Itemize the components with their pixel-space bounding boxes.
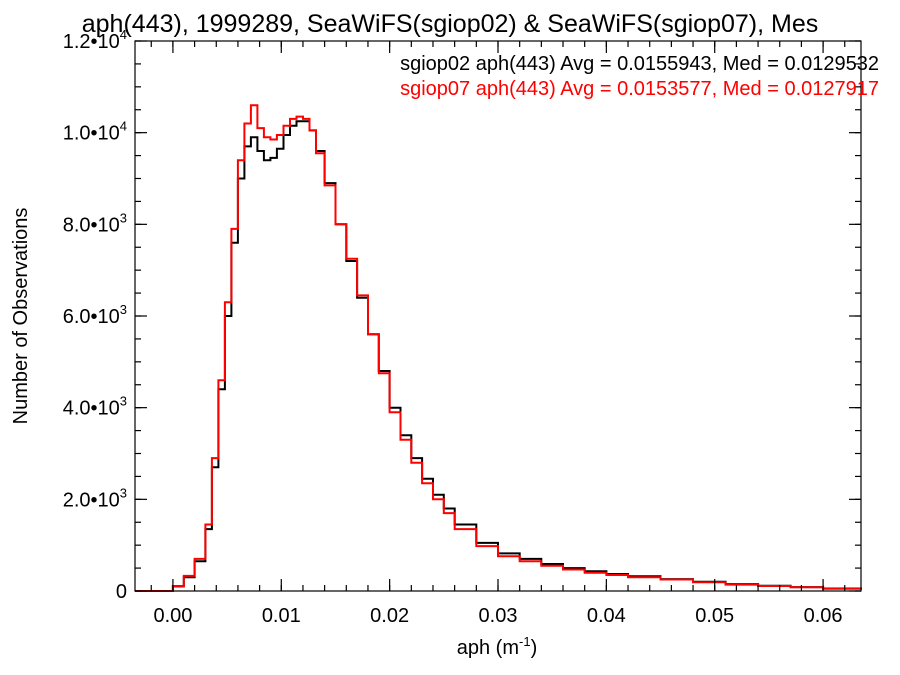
y-axis-title: Number of Observations	[10, 208, 32, 425]
x-axis: 0.00 0.01 0.02 0.03 0.04 0.05 0.06	[150, 41, 846, 627]
y-tick-label: 0	[116, 581, 127, 603]
y-tick-label: 1.0•104	[63, 119, 127, 145]
x-tick-label: 0.04	[587, 605, 626, 627]
y-tick-label: 6.0•103	[63, 302, 127, 328]
x-tick-label: 0.02	[370, 605, 409, 627]
legend-entry-sgiop07: sgiop07 aph(443) Avg = 0.0153577, Med = …	[400, 78, 879, 100]
y-tick-label: 2.0•103	[63, 485, 127, 511]
x-tick-label: 0.05	[695, 605, 734, 627]
legend-entry-sgiop02: sgiop02 aph(443) Avg = 0.0155943, Med = …	[400, 53, 879, 75]
chart-title: aph(443), 1999289, SeaWiFS(sgiop02) & Se…	[82, 10, 818, 38]
x-axis-title: aph (m-1)	[457, 634, 537, 659]
x-tick-label: 0.06	[804, 605, 843, 627]
x-tick-label: 0.00	[153, 605, 192, 627]
x-tick-label: 0.01	[262, 605, 301, 627]
y-tick-label: 4.0•103	[63, 394, 127, 420]
series-line-sgiop02	[135, 120, 862, 592]
x-axis-title-exponent: -1	[519, 634, 531, 649]
plot-area	[135, 104, 862, 592]
y-axis: 0 2.0•103 4.0•103 6.0•103 8.0•103 1.0•104 1.2•…	[63, 27, 861, 603]
x-tick-label: 0.03	[479, 605, 518, 627]
y-tick-label: 8.0•103	[63, 210, 127, 236]
series-line-sgiop07	[135, 104, 862, 592]
x-axis-title-close: )	[531, 637, 538, 659]
y-tick-label: 1.2•104	[63, 27, 127, 53]
